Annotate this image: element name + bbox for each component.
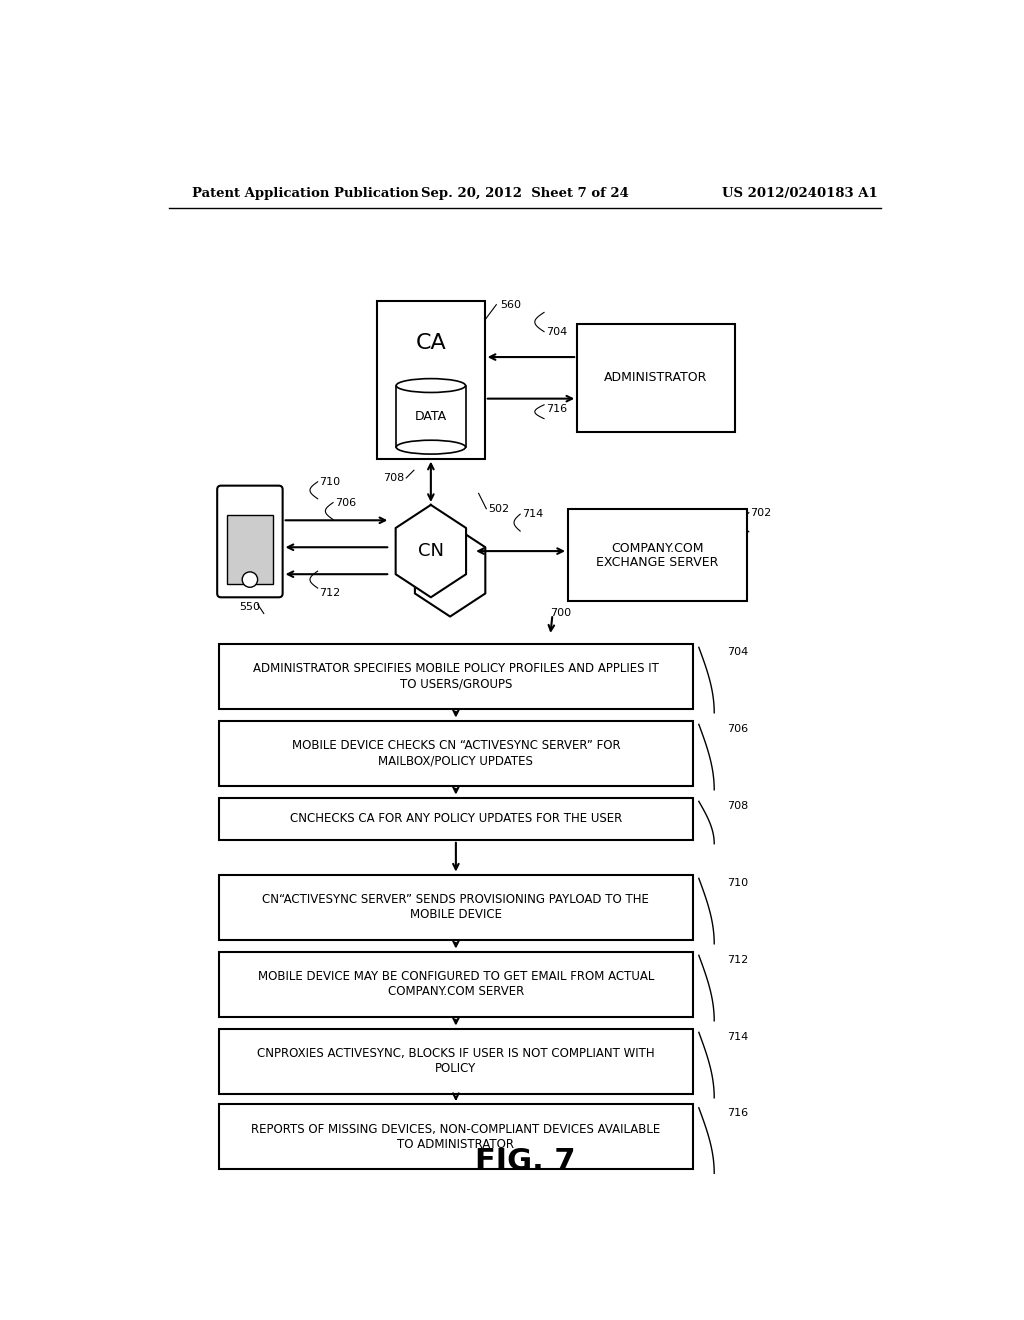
FancyBboxPatch shape — [219, 1104, 692, 1170]
Text: 704: 704 — [547, 326, 567, 337]
Text: 502: 502 — [488, 504, 510, 513]
Text: 708: 708 — [727, 801, 749, 812]
Polygon shape — [415, 524, 485, 616]
Text: CN“ACTIVESYNC SERVER” SENDS PROVISIONING PAYLOAD TO THE
MOBILE DEVICE: CN“ACTIVESYNC SERVER” SENDS PROVISIONING… — [262, 894, 649, 921]
Text: CN: CN — [418, 543, 443, 560]
Text: 712: 712 — [319, 589, 340, 598]
Text: 560: 560 — [500, 300, 521, 310]
FancyBboxPatch shape — [219, 952, 692, 1016]
Text: CA: CA — [416, 333, 446, 354]
Text: US 2012/0240183 A1: US 2012/0240183 A1 — [722, 186, 878, 199]
FancyBboxPatch shape — [219, 797, 692, 840]
FancyBboxPatch shape — [219, 721, 692, 785]
Text: 550: 550 — [240, 602, 260, 612]
Text: 704: 704 — [727, 647, 749, 657]
Text: 700: 700 — [550, 607, 571, 618]
Text: 702: 702 — [751, 508, 772, 517]
Text: EXCHANGE SERVER: EXCHANGE SERVER — [596, 556, 719, 569]
Text: DATA: DATA — [415, 409, 446, 422]
Text: 706: 706 — [727, 725, 749, 734]
FancyBboxPatch shape — [219, 1028, 692, 1094]
Bar — [396, 385, 466, 447]
Text: CNPROXIES ACTIVESYNC, BLOCKS IF USER IS NOT COMPLIANT WITH
POLICY: CNPROXIES ACTIVESYNC, BLOCKS IF USER IS … — [257, 1047, 654, 1076]
FancyBboxPatch shape — [219, 644, 692, 709]
Text: 716: 716 — [547, 404, 567, 413]
Text: 714: 714 — [727, 1032, 749, 1043]
FancyBboxPatch shape — [227, 515, 272, 585]
Circle shape — [243, 572, 258, 587]
Text: ADMINISTRATOR: ADMINISTRATOR — [604, 371, 708, 384]
Ellipse shape — [396, 441, 466, 454]
FancyBboxPatch shape — [578, 323, 735, 432]
Text: 712: 712 — [727, 956, 749, 965]
Text: ADMINISTRATOR SPECIFIES MOBILE POLICY PROFILES AND APPLIES IT
TO USERS/GROUPS: ADMINISTRATOR SPECIFIES MOBILE POLICY PR… — [253, 663, 658, 690]
Text: 716: 716 — [727, 1107, 749, 1118]
Text: REPORTS OF MISSING DEVICES, NON-COMPLIANT DEVICES AVAILABLE
TO ADMINISTRATOR: REPORTS OF MISSING DEVICES, NON-COMPLIAN… — [251, 1123, 660, 1151]
Text: 714: 714 — [521, 510, 543, 519]
Polygon shape — [395, 506, 466, 598]
Text: 710: 710 — [727, 878, 749, 888]
Ellipse shape — [396, 379, 466, 392]
FancyBboxPatch shape — [568, 508, 746, 601]
Text: Patent Application Publication: Patent Application Publication — [193, 186, 419, 199]
Text: MOBILE DEVICE MAY BE CONFIGURED TO GET EMAIL FROM ACTUAL
COMPANY.COM SERVER: MOBILE DEVICE MAY BE CONFIGURED TO GET E… — [258, 970, 654, 998]
Text: 708: 708 — [383, 473, 403, 483]
FancyBboxPatch shape — [377, 301, 484, 459]
Text: FIG. 7: FIG. 7 — [474, 1147, 575, 1176]
Text: 710: 710 — [319, 477, 340, 487]
Text: Sep. 20, 2012  Sheet 7 of 24: Sep. 20, 2012 Sheet 7 of 24 — [421, 186, 629, 199]
Text: CNCHECKS CA FOR ANY POLICY UPDATES FOR THE USER: CNCHECKS CA FOR ANY POLICY UPDATES FOR T… — [290, 812, 622, 825]
Text: COMPANY.COM: COMPANY.COM — [611, 543, 703, 556]
FancyBboxPatch shape — [219, 875, 692, 940]
Text: 706: 706 — [335, 498, 355, 508]
FancyBboxPatch shape — [217, 486, 283, 598]
Text: MOBILE DEVICE CHECKS CN “ACTIVESYNC SERVER” FOR
MAILBOX/POLICY UPDATES: MOBILE DEVICE CHECKS CN “ACTIVESYNC SERV… — [292, 739, 621, 767]
